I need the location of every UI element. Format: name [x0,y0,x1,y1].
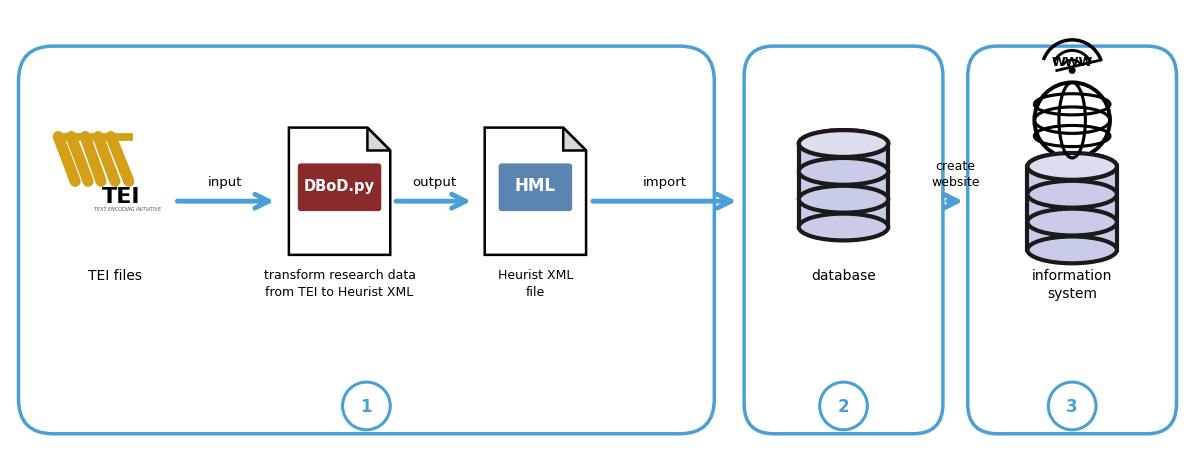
Circle shape [1049,382,1096,430]
Polygon shape [367,128,390,151]
Bar [1027,223,1117,250]
Circle shape [1069,68,1075,75]
Text: create
website: create website [931,160,979,189]
Ellipse shape [799,159,888,185]
Circle shape [1034,83,1110,159]
Polygon shape [485,128,586,255]
Text: WWW: WWW [1051,56,1093,69]
Text: database: database [811,268,876,282]
Text: TEXT ENCODING INITIATIVE: TEXT ENCODING INITIATIVE [95,206,162,212]
Ellipse shape [799,187,888,213]
Polygon shape [563,128,586,151]
Bar [1027,195,1117,223]
Bar [799,172,888,200]
Bar [1027,167,1117,195]
Text: 3: 3 [1067,397,1078,415]
Ellipse shape [1027,181,1117,208]
Text: Heurist XML
file: Heurist XML file [498,268,574,298]
Text: 1: 1 [361,397,372,415]
Text: information
system: information system [1032,268,1112,300]
FancyBboxPatch shape [744,47,943,434]
Text: TEI: TEI [102,187,140,207]
Bar [799,200,888,227]
FancyBboxPatch shape [298,164,382,212]
Ellipse shape [1027,237,1117,264]
Polygon shape [289,128,390,255]
Bar [799,144,888,172]
Ellipse shape [799,214,888,241]
Circle shape [820,382,868,430]
Text: output: output [412,176,456,189]
Text: transform research data
from TEI to Heurist XML: transform research data from TEI to Heur… [264,268,415,298]
Circle shape [342,382,390,430]
Text: import: import [643,176,686,189]
Ellipse shape [1027,154,1117,181]
FancyBboxPatch shape [18,47,714,434]
Text: HML: HML [515,177,556,195]
Ellipse shape [799,131,888,157]
FancyBboxPatch shape [499,164,572,212]
Ellipse shape [799,131,888,157]
Text: input: input [208,176,242,189]
FancyBboxPatch shape [967,47,1176,434]
Text: 2: 2 [838,397,850,415]
Text: TEI files: TEI files [88,268,142,282]
Ellipse shape [1027,209,1117,236]
Ellipse shape [1027,154,1117,181]
Text: DBoD.py: DBoD.py [304,178,376,194]
